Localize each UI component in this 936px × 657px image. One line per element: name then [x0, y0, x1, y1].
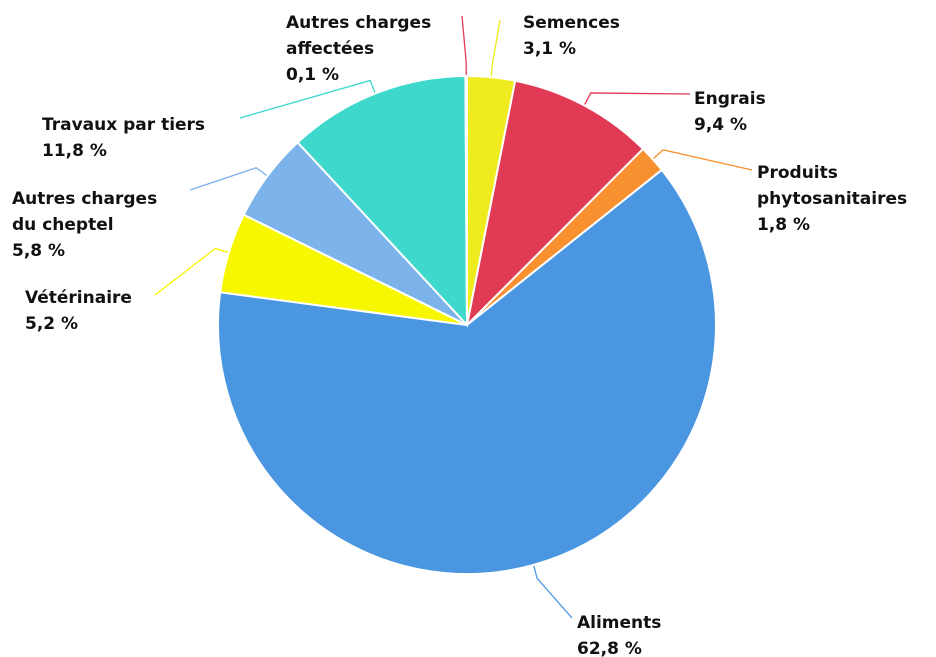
- value-label: 11,8 %: [42, 141, 107, 161]
- slice-label: Vétérinaire: [25, 288, 132, 308]
- value-label: 62,8 %: [577, 639, 642, 657]
- label-line: Semences: [523, 13, 620, 33]
- value-label: 0,1 %: [286, 65, 339, 85]
- slice-label: Produits phytosanitaires: [757, 163, 907, 209]
- slice-label: Travaux par tiers: [42, 115, 205, 135]
- leader-line: [584, 92, 691, 105]
- label-line: Travaux par tiers: [42, 115, 205, 135]
- slice: [217, 168, 717, 575]
- label-line: Autres charges: [12, 189, 157, 209]
- value-label: 9,4 %: [694, 115, 747, 135]
- label-line: Produits: [757, 163, 838, 183]
- label-line: Autres charges: [286, 13, 431, 33]
- label-line: Vétérinaire: [25, 288, 132, 308]
- leader-line: [490, 19, 501, 77]
- label-line: Engrais: [694, 89, 766, 109]
- slice: [464, 74, 468, 326]
- leader-line: [239, 79, 376, 119]
- slice-label: Aliments: [577, 613, 661, 633]
- slice-label: Autres charges affectées: [286, 13, 431, 59]
- slice-label: Semences: [523, 13, 620, 33]
- slice: [465, 79, 645, 329]
- value-label: 5,8 %: [12, 241, 65, 261]
- leader-line: [189, 167, 267, 191]
- label-line: Aliments: [577, 613, 661, 633]
- value-label: 1,8 %: [757, 215, 810, 235]
- label-line: du cheptel: [12, 215, 114, 235]
- slice: [296, 74, 469, 328]
- slice-label: Engrais: [694, 89, 766, 109]
- leader-line: [533, 565, 573, 619]
- value-label: 3,1 %: [523, 39, 576, 59]
- leader-line: [653, 149, 753, 171]
- label-line: phytosanitaires: [757, 189, 907, 209]
- label-line: affectées: [286, 39, 374, 59]
- leader-line: [154, 247, 229, 296]
- leader-line: [461, 15, 467, 76]
- value-label: 5,2 %: [25, 314, 78, 334]
- pie: [217, 74, 717, 575]
- slice-label: Autres charges du cheptel: [12, 189, 157, 235]
